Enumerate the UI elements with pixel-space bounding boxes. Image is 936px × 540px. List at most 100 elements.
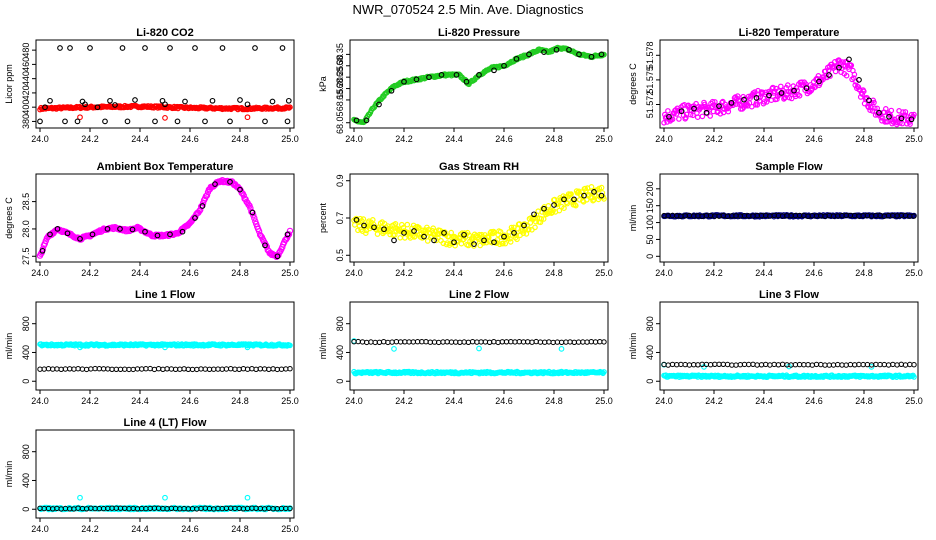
data-point	[491, 339, 497, 345]
data-point	[412, 233, 418, 240]
data-point	[227, 179, 233, 185]
x-tick-label: 24.8	[855, 268, 873, 278]
data-point	[362, 230, 369, 237]
data-point	[142, 228, 148, 235]
data-point	[888, 107, 895, 114]
data-point	[537, 219, 544, 226]
data-point	[453, 72, 460, 78]
y-tick-label: 51.572	[645, 91, 655, 119]
data-point	[816, 78, 822, 85]
plot-area	[36, 176, 294, 260]
panel-8: Line 3 Flow 24.0 24.2 24.4 24.6 24.8 25.0 0 400 8…	[628, 289, 923, 406]
data-point	[507, 236, 513, 242]
panel-title: Li-820 Temperature	[739, 27, 840, 39]
data-point	[89, 231, 96, 238]
data-point	[784, 82, 791, 88]
x-tick-label: 24.6	[805, 396, 823, 406]
y-tick-label: 68.30	[335, 55, 345, 78]
data-point	[47, 231, 53, 238]
data-point	[837, 59, 844, 66]
data-point	[162, 101, 168, 108]
x-tick-label: 24.8	[545, 396, 563, 406]
series-averages	[39, 179, 291, 260]
x-tick-label: 24.6	[805, 134, 823, 144]
data-point	[564, 200, 571, 207]
series-averages	[37, 45, 292, 125]
data-point	[397, 235, 404, 241]
data-point	[741, 96, 747, 103]
panel-title: Li-820 CO2	[136, 27, 193, 39]
data-point	[62, 118, 68, 125]
data-point	[513, 56, 520, 62]
series-outliers	[77, 114, 251, 121]
data-point	[47, 97, 53, 104]
data-point	[598, 184, 605, 191]
data-point	[511, 230, 517, 236]
plot-frame	[349, 173, 609, 263]
data-point	[129, 226, 136, 233]
data-point	[88, 366, 94, 372]
data-point	[77, 494, 83, 501]
plot-area	[351, 44, 607, 126]
series-averages	[353, 189, 605, 247]
data-point	[774, 96, 780, 103]
data-point	[556, 207, 563, 214]
data-point	[77, 344, 83, 351]
data-point	[463, 78, 470, 85]
x-tick-label: 24.2	[81, 134, 99, 144]
x-tick-label: 24.0	[31, 396, 49, 406]
data-point	[590, 197, 596, 204]
data-point	[203, 192, 211, 199]
data-point	[898, 361, 904, 367]
data-point	[424, 238, 431, 244]
series-all	[37, 102, 293, 113]
panel-5: Sample Flow 24.0 24.2 24.4 24.6 24.8 25.0 0 50 10…	[628, 161, 923, 278]
y-tick-label: 800	[21, 444, 31, 459]
data-point	[152, 118, 158, 125]
y-tick-label: 27.5	[21, 248, 31, 266]
panel-0: Li-820 CO2 24.0 24.2 24.4 24.6 24.8 25.0 380400…	[4, 27, 299, 144]
data-point	[855, 84, 862, 90]
plot-area	[37, 45, 293, 125]
data-point	[588, 184, 595, 190]
data-point	[588, 53, 595, 60]
data-point	[236, 366, 242, 372]
data-point	[359, 339, 366, 345]
series-all	[351, 368, 607, 377]
data-point	[376, 101, 382, 108]
panel-2: Li-820 Temperature 24.0 24.2 24.4 24.6 24.8 25…	[628, 27, 923, 144]
x-tick-label: 24.2	[705, 268, 723, 278]
x-tick-label: 25.0	[905, 268, 923, 278]
x-tick-label: 24.8	[231, 524, 249, 534]
data-point	[162, 494, 168, 501]
data-point	[388, 226, 395, 233]
data-point	[491, 67, 497, 74]
data-point	[461, 231, 467, 238]
data-point	[388, 87, 395, 94]
data-point	[54, 226, 61, 232]
x-tick-label: 24.0	[655, 268, 673, 278]
x-tick-label: 24.8	[231, 268, 249, 278]
data-point	[898, 115, 905, 122]
y-tick-label: 0.5	[335, 249, 345, 262]
series-averages	[37, 505, 293, 512]
y-tick-label: 0.9	[335, 174, 345, 187]
x-tick-label: 24.0	[655, 134, 673, 144]
data-point	[527, 220, 534, 226]
data-point	[381, 226, 387, 233]
data-point	[818, 361, 824, 368]
data-point	[160, 366, 166, 372]
data-point	[843, 72, 850, 79]
data-point	[237, 186, 243, 193]
data-point	[581, 192, 587, 199]
y-tick-label: 400	[645, 345, 655, 360]
y-tick-label: 68.15	[335, 89, 345, 112]
data-point	[104, 226, 111, 232]
data-point	[868, 364, 875, 370]
data-point	[228, 366, 234, 372]
y-tick-label: 200	[645, 181, 655, 196]
data-point	[251, 214, 258, 222]
data-point	[39, 247, 46, 254]
plot-frame	[35, 173, 295, 263]
x-tick-label: 24.6	[181, 524, 199, 534]
